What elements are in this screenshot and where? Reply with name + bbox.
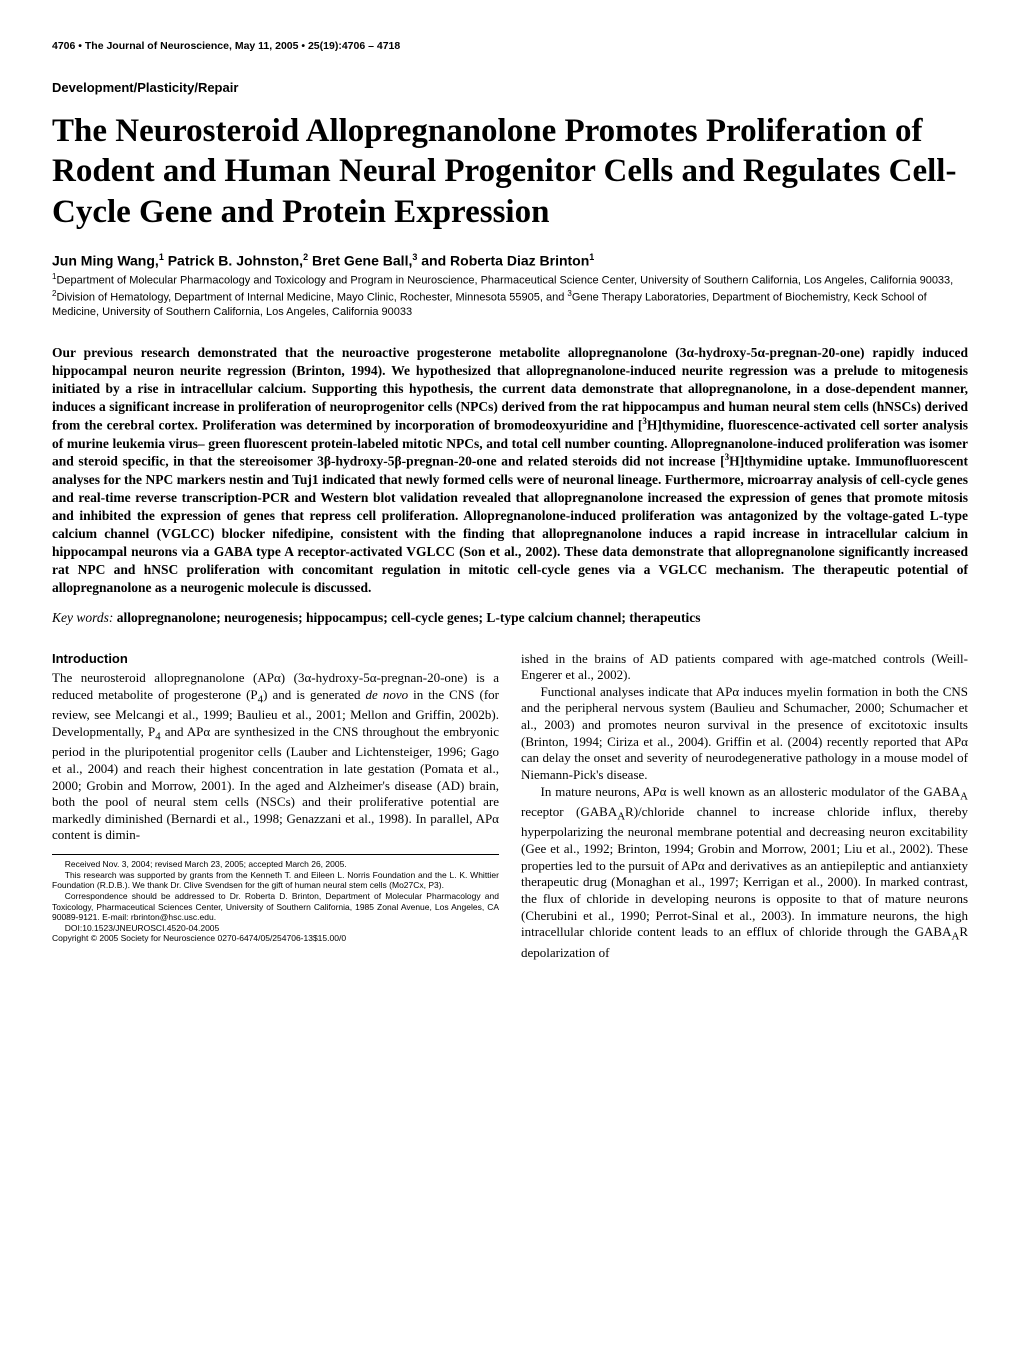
footnote-copyright: Copyright © 2005 Society for Neuroscienc… (52, 933, 499, 944)
keywords-content: allopregnanolone; neurogenesis; hippocam… (117, 610, 701, 625)
keywords-label: Key words: (52, 610, 117, 625)
body-para-r2: Functional analyses indicate that APα in… (521, 684, 968, 784)
keywords-line: Key words: allopregnanolone; neurogenesi… (52, 609, 968, 627)
footnote-funding: This research was supported by grants fr… (52, 870, 499, 891)
page-header: 4706 • The Journal of Neuroscience, May … (52, 40, 968, 52)
authors-line: Jun Ming Wang,1 Patrick B. Johnston,2 Br… (52, 252, 968, 269)
abstract-text: Our previous research demonstrated that … (52, 344, 968, 596)
column-right: ished in the brains of AD patients compa… (521, 651, 968, 962)
footnote-correspondence: Correspondence should be addressed to Dr… (52, 891, 499, 923)
header-text: 4706 • The Journal of Neuroscience, May … (52, 40, 400, 52)
footnote-doi: DOI:10.1523/JNEUROSCI.4520-04.2005 (52, 923, 499, 934)
column-left: Introduction The neurosteroid allopregna… (52, 651, 499, 962)
section-label: Development/Plasticity/Repair (52, 80, 968, 95)
body-columns: Introduction The neurosteroid allopregna… (52, 651, 968, 962)
article-title: The Neurosteroid Allopregnanolone Promot… (52, 111, 968, 232)
affiliations: 1Department of Molecular Pharmacology an… (52, 272, 968, 320)
body-para-r1: ished in the brains of AD patients compa… (521, 651, 968, 684)
footnotes-block: Received Nov. 3, 2004; revised March 23,… (52, 854, 499, 944)
body-para-r3: In mature neurons, APα is well known as … (521, 784, 968, 962)
introduction-heading: Introduction (52, 651, 499, 668)
intro-para-1: The neurosteroid allopregnanolone (APα) … (52, 670, 499, 844)
footnote-received: Received Nov. 3, 2004; revised March 23,… (52, 859, 499, 870)
